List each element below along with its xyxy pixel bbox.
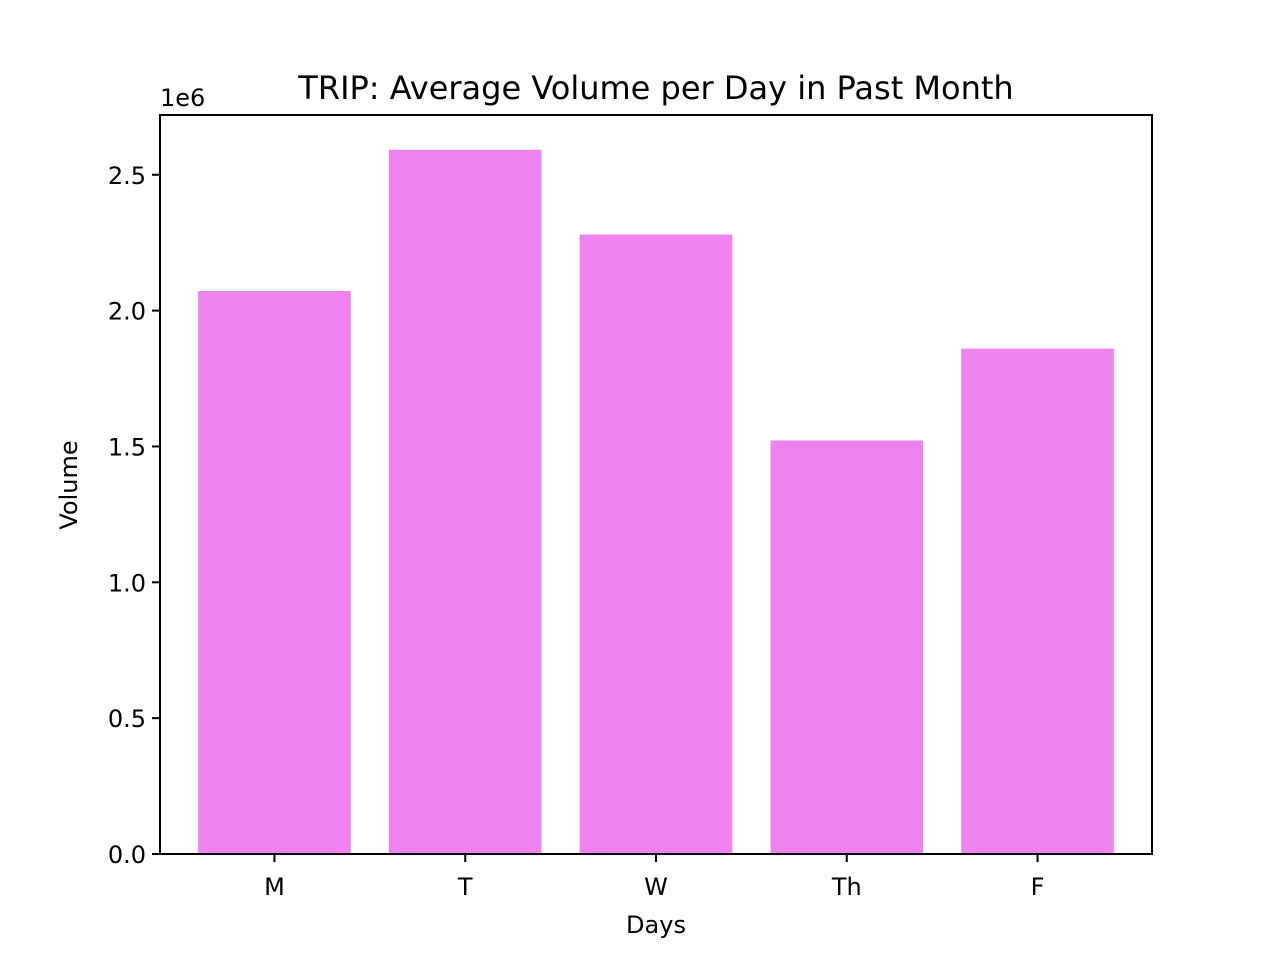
x-tick-label: W [644, 873, 668, 901]
y-tick-label: 2.5 [108, 162, 146, 190]
y-axis-offset-label: 1e6 [160, 84, 205, 112]
plot-area-frame [159, 114, 1153, 855]
x-axis-label: Days [626, 911, 686, 939]
y-tick-label: 0.5 [108, 705, 146, 733]
bars-group [198, 149, 1114, 855]
x-tick-label: T [457, 873, 473, 901]
bar-m [198, 291, 351, 854]
bar-w [579, 234, 733, 855]
y-tick-label: 1.5 [108, 433, 146, 461]
x-tick-label: Th [831, 873, 862, 901]
x-tick-label: M [264, 873, 285, 901]
y-axis-ticks: 0.0 0.5 1.0 1.5 2.0 2.5 [108, 162, 160, 869]
bar-f [961, 348, 1114, 854]
y-tick-label: 2.0 [108, 298, 146, 326]
x-axis-ticks: M T W Th F [264, 854, 1044, 901]
x-tick-label: F [1031, 873, 1045, 901]
y-tick-label: 0.0 [108, 841, 146, 869]
chart-title: TRIP: Average Volume per Day in Past Mon… [297, 69, 1013, 107]
bar-t [388, 149, 542, 854]
bar-th [770, 440, 924, 854]
y-tick-label: 1.0 [108, 569, 146, 597]
y-axis-label: Volume [55, 440, 83, 529]
